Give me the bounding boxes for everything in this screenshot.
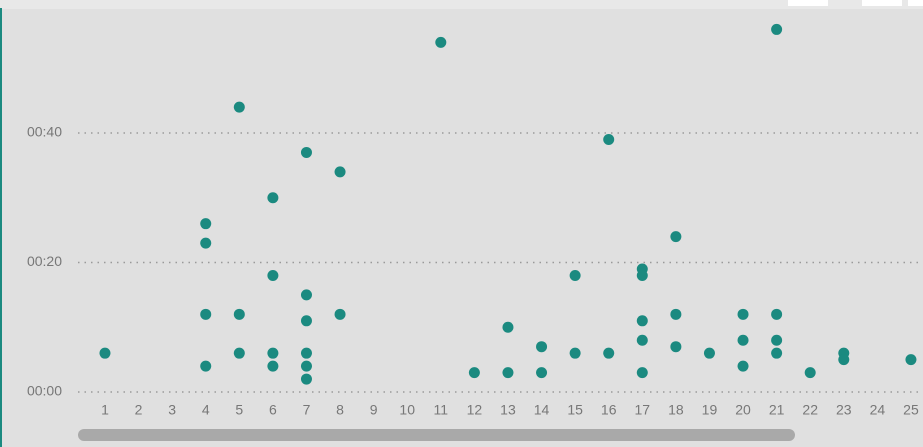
scrollbar-thumb[interactable] <box>78 429 795 441</box>
x-tick-label: 15 <box>567 402 583 418</box>
point <box>905 354 917 366</box>
point <box>737 360 749 372</box>
point <box>703 347 715 359</box>
point <box>300 289 312 301</box>
point <box>737 334 749 346</box>
x-tick-label: 7 <box>303 402 311 418</box>
point <box>300 360 312 372</box>
toolbar <box>0 0 923 9</box>
point <box>636 334 648 346</box>
x-tick-label: 16 <box>601 402 617 418</box>
y-tick-label: 00:00 <box>27 383 62 399</box>
point <box>502 367 514 379</box>
x-tick-label: 21 <box>769 402 785 418</box>
x-tick-label: 25 <box>903 402 919 418</box>
point <box>670 231 682 243</box>
x-tick-label: 8 <box>336 402 344 418</box>
x-tick-label: 18 <box>668 402 684 418</box>
point <box>233 308 245 320</box>
point <box>603 134 615 145</box>
point <box>536 341 548 353</box>
y-tick-label: 00:40 <box>27 124 62 140</box>
point <box>334 166 346 178</box>
x-tick-label: 5 <box>235 402 243 418</box>
point <box>200 360 212 372</box>
point <box>771 334 783 346</box>
point <box>267 192 279 204</box>
toolbar-button[interactable] <box>862 0 902 6</box>
x-tick-label: 2 <box>135 402 143 418</box>
point <box>569 347 581 359</box>
point <box>233 347 245 359</box>
point <box>334 308 346 320</box>
x-tick-label: 17 <box>635 402 651 418</box>
point <box>771 23 783 35</box>
x-tick-label: 6 <box>269 402 277 418</box>
x-tick-label: 23 <box>836 402 852 418</box>
x-tick-label: 9 <box>370 402 378 418</box>
point <box>569 269 581 281</box>
x-tick-label: 13 <box>500 402 516 418</box>
x-tick-label: 12 <box>467 402 483 418</box>
point <box>267 347 279 359</box>
point <box>468 367 480 379</box>
toolbar-button[interactable] <box>908 0 923 6</box>
x-tick-label: 1 <box>101 402 109 418</box>
point <box>636 269 648 281</box>
point <box>300 347 312 359</box>
point <box>670 341 682 353</box>
point <box>200 218 212 230</box>
point <box>636 367 648 379</box>
x-tick-label: 24 <box>870 402 886 418</box>
toolbar-button[interactable] <box>788 0 828 6</box>
x-tick-label: 22 <box>802 402 818 418</box>
point <box>771 347 783 359</box>
x-tick-label: 10 <box>399 402 415 418</box>
y-tick-label: 00:20 <box>27 253 62 269</box>
x-tick-label: 11 <box>434 402 449 418</box>
point <box>267 269 279 281</box>
x-tick-label: 4 <box>202 402 210 418</box>
point <box>603 347 615 359</box>
point <box>670 308 682 320</box>
point <box>300 373 312 385</box>
point <box>536 367 548 379</box>
point <box>300 315 312 327</box>
point <box>435 36 447 48</box>
x-tick-label: 19 <box>702 402 718 418</box>
point <box>267 360 279 372</box>
point <box>502 321 514 333</box>
point <box>99 347 111 359</box>
point <box>200 308 212 320</box>
x-tick-label: 14 <box>534 402 550 418</box>
point <box>771 308 783 320</box>
point <box>838 354 850 366</box>
x-tick-label: 20 <box>735 402 751 418</box>
x-tick-label: 3 <box>168 402 176 418</box>
point <box>636 315 648 327</box>
point <box>300 146 312 158</box>
point <box>200 237 212 249</box>
point <box>737 308 749 320</box>
panel-border <box>0 8 2 447</box>
point <box>233 101 245 113</box>
point <box>804 367 816 379</box>
